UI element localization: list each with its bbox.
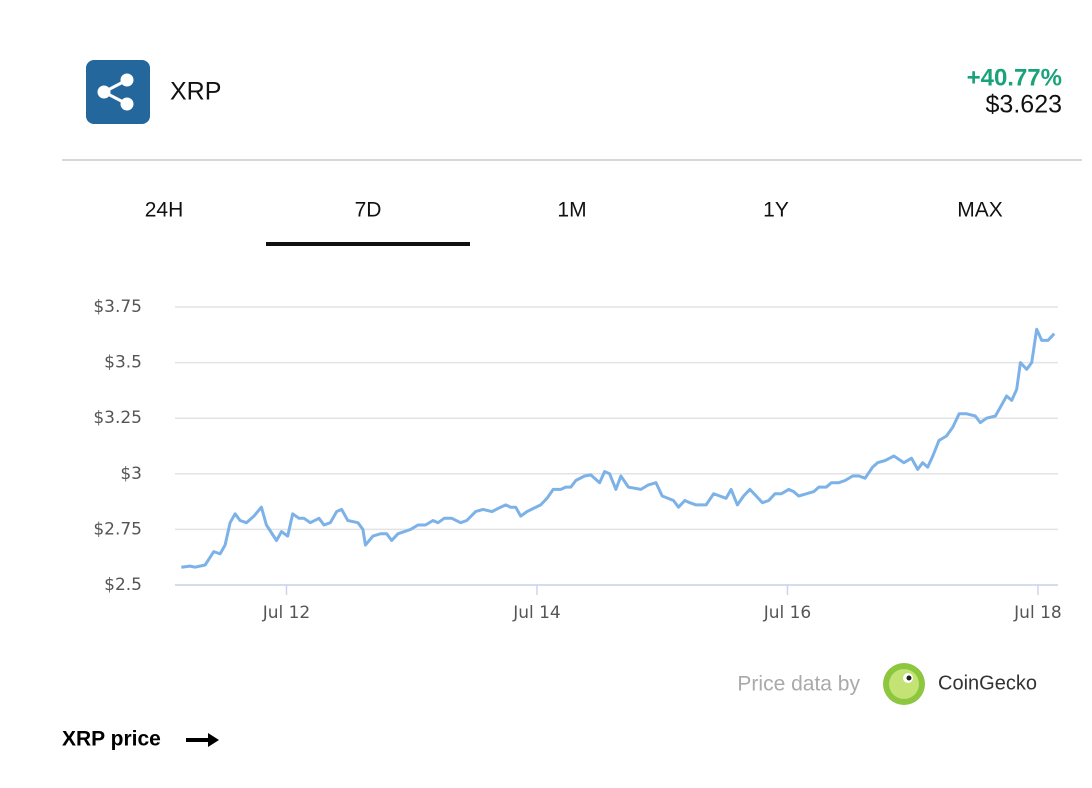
xrp-icon (97, 73, 134, 111)
tab[interactable]: 24H (145, 199, 184, 222)
x-tick-label: Jul 12 (262, 603, 311, 623)
y-tick-label: $2.5 (104, 575, 142, 595)
y-tick-label: $3.25 (93, 408, 142, 428)
y-tick-label: $3.5 (104, 353, 142, 373)
x-tick-label: Jul 18 (1013, 603, 1062, 623)
price-change: +40.77% (967, 64, 1062, 91)
price: $3.623 (986, 91, 1062, 119)
y-tick-label: $2.75 (93, 519, 142, 539)
attribution: Price data by (737, 673, 860, 696)
tab[interactable]: MAX (957, 199, 1003, 222)
price-line (181, 327, 1056, 569)
coin-symbol: XRP (170, 78, 221, 106)
tab[interactable]: 1Y (763, 199, 789, 222)
y-tick-label: $3 (120, 464, 142, 484)
x-tick-label: Jul 16 (763, 603, 812, 623)
tab[interactable]: 1M (557, 199, 586, 222)
tab[interactable]: 7D (355, 199, 382, 222)
provider[interactable]: CoinGecko (938, 672, 1037, 694)
coingecko-logo (883, 663, 925, 705)
y-tick-label: $3.75 (93, 297, 142, 317)
arrow-icon (186, 733, 219, 747)
xrp-logo (86, 60, 150, 124)
price-link[interactable]: XRP price (62, 728, 161, 751)
x-tick-label: Jul 14 (512, 603, 561, 623)
active-tab-underline (266, 242, 470, 246)
